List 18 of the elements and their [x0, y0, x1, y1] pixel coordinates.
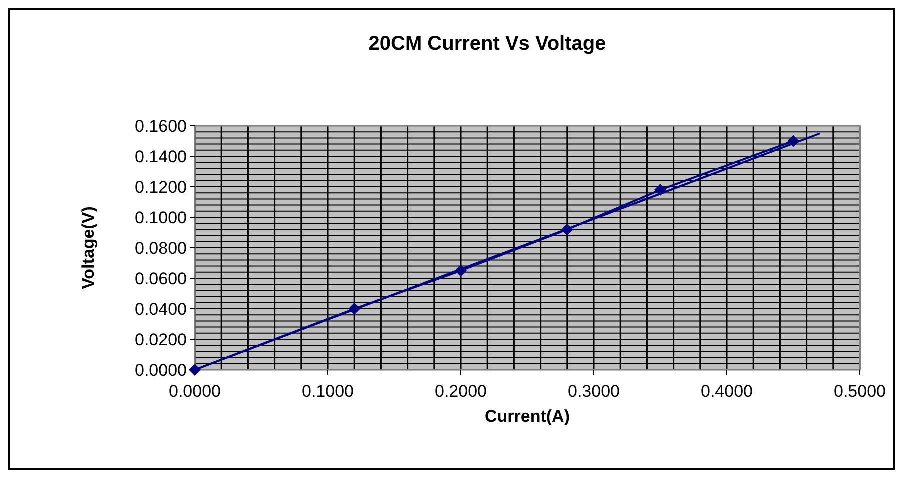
y-axis-title: Voltage(V) [79, 206, 98, 290]
y-tick-label: 0.0600 [135, 269, 187, 288]
x-tick-label: 0.4000 [701, 382, 753, 401]
x-axis-title: Current(A) [485, 407, 570, 426]
x-tick-label: 0.1000 [302, 382, 354, 401]
y-tick-label: 0.0200 [135, 330, 187, 350]
x-tick-label: 0.3000 [568, 382, 620, 401]
x-tick-label: 0.5000 [834, 382, 886, 401]
y-tick-label: 0.1200 [135, 178, 187, 197]
y-tick-label: 0.0800 [135, 238, 187, 258]
y-tick-label: 0.1000 [135, 208, 187, 228]
chart-title: 20CM Current Vs Voltage [368, 33, 606, 55]
y-tick-label: 0.0000 [135, 360, 187, 380]
y-tick-label: 0.1400 [135, 147, 187, 166]
x-tick-label: 0.0000 [169, 382, 221, 401]
x-tick-label: 0.2000 [435, 382, 487, 401]
y-tick-label: 0.1600 [135, 116, 187, 136]
y-tick-label: 0.0400 [135, 300, 187, 319]
